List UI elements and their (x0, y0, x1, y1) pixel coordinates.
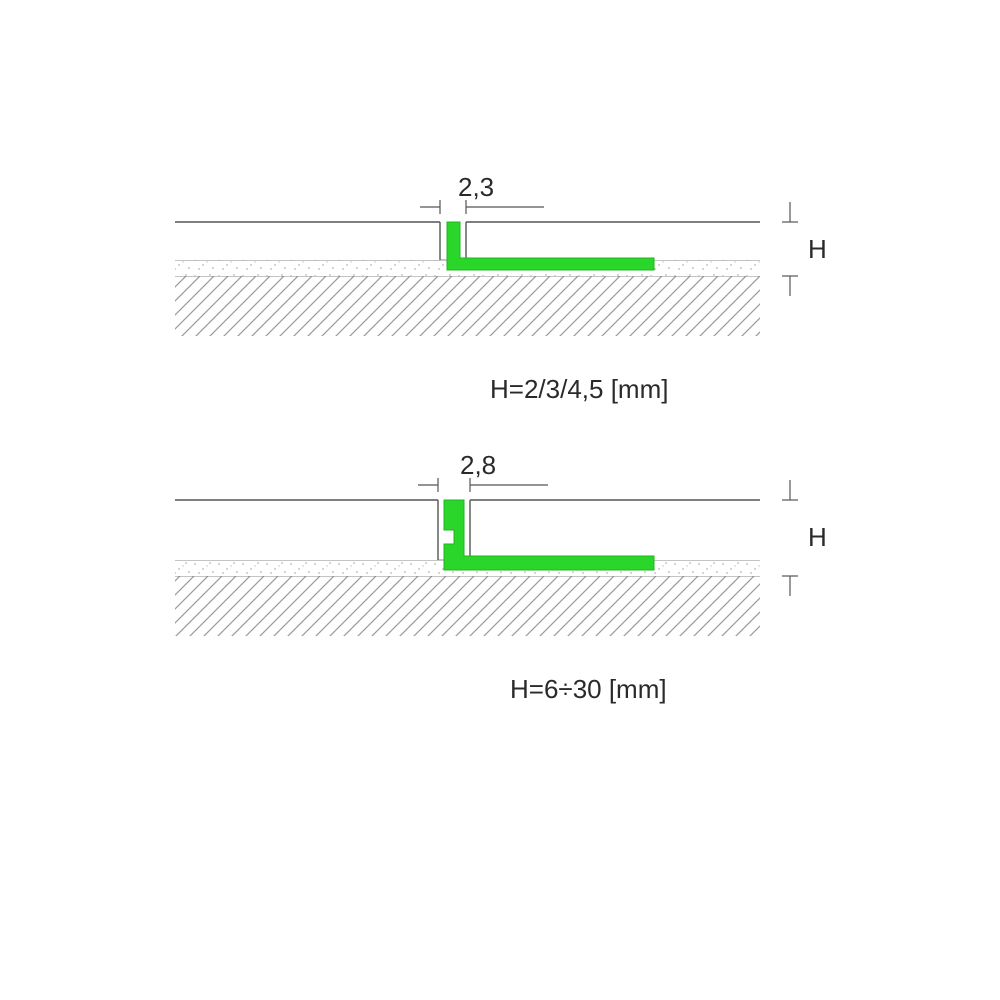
diagram-1: 2,3 H H=2/3/4,5 [mm] (175, 172, 827, 404)
dimension-top-2 (418, 478, 548, 492)
dimension-right-1-label: H (808, 234, 827, 264)
caption-1: H=2/3/4,5 [mm] (490, 374, 668, 404)
tile-right-1 (466, 222, 760, 260)
dimension-top-1-label: 2,3 (458, 172, 494, 202)
tile-left-2 (175, 500, 438, 560)
tile-left-1 (175, 222, 440, 260)
dimension-right-2-label: H (808, 522, 827, 552)
substrate-hatch-2 (175, 576, 760, 636)
caption-2: H=6÷30 [mm] (510, 674, 667, 704)
substrate-hatch-1 (175, 276, 760, 336)
dimension-right-2 (782, 480, 798, 596)
diagram-2: 2,8 H H=6÷30 [mm] (175, 450, 827, 704)
tile-right-2 (470, 500, 760, 560)
dimension-right-1 (782, 202, 798, 296)
dimension-top-2-label: 2,8 (460, 450, 496, 480)
dimension-top-1 (420, 200, 544, 214)
technical-drawing: 2,3 H H=2/3/4,5 [mm] (0, 0, 1000, 1000)
